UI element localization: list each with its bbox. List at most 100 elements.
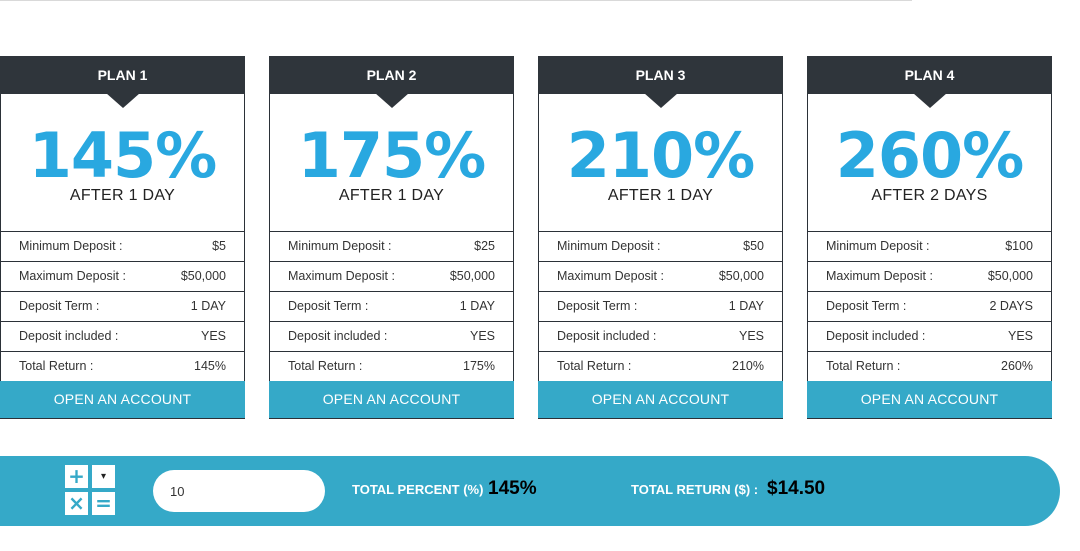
row-label: Maximum Deposit :: [288, 269, 395, 283]
row-label: Total Return :: [557, 359, 632, 373]
row-maximum-deposit: Maximum Deposit : $50,000: [539, 262, 782, 292]
row-total-return: Total Return : 175%: [270, 352, 513, 382]
row-value: 145%: [194, 359, 226, 373]
row-value: 260%: [1001, 359, 1033, 373]
row-deposit-included: Deposit included : YES: [808, 322, 1051, 352]
plan-details: Minimum Deposit : $50 Maximum Deposit : $5…: [539, 231, 782, 382]
plan-duration: AFTER 1 DAY: [607, 187, 714, 204]
row-value: YES: [469, 329, 495, 343]
plan-header: PLAN 3: [538, 56, 783, 108]
plan-percent: 210%: [566, 119, 756, 192]
plan-percent: 260%: [835, 119, 1025, 192]
row-deposit-included: Deposit included : YES: [270, 322, 513, 352]
row-value: 1 DAY: [459, 299, 495, 313]
total-return-value: $14.50: [767, 478, 826, 499]
row-maximum-deposit: Maximum Deposit : $50,000: [1, 262, 244, 292]
plans-container: PLAN 1 145% AFTER 1 DAY Minimum Deposit …: [0, 56, 1080, 419]
row-minimum-deposit: Minimum Deposit : $50: [539, 232, 782, 262]
row-minimum-deposit: Minimum Deposit : $25: [270, 232, 513, 262]
plan-duration: AFTER 2 DAYS: [871, 187, 988, 204]
row-label: Minimum Deposit :: [19, 239, 123, 253]
plan-details: Minimum Deposit : $25 Maximum Deposit : $5…: [270, 231, 513, 382]
row-value: $5: [212, 239, 226, 253]
total-percent-value: 145%: [488, 478, 537, 499]
total-return-label: TOTAL RETURN ($) :: [631, 482, 759, 497]
plan-duration: AFTER 1 DAY: [338, 187, 445, 204]
row-label: Deposit Term :: [826, 299, 907, 313]
row-total-return: Total Return : 210%: [539, 352, 782, 382]
plan-title: PLAN 4: [904, 67, 955, 83]
row-label: Minimum Deposit :: [826, 239, 930, 253]
row-value: 1 DAY: [728, 299, 764, 313]
row-label: Maximum Deposit :: [826, 269, 933, 283]
profit-calculator-bar: + ▾ × = TOTAL PERCENT (%) 145% TOTAL RET…: [0, 456, 1060, 526]
open-account-button[interactable]: OPEN AN ACCOUNT: [538, 381, 783, 418]
header-pointer: [374, 93, 409, 108]
row-minimum-deposit: Minimum Deposit : $100: [808, 232, 1051, 262]
row-value: YES: [1007, 329, 1033, 343]
header-pointer: [643, 93, 678, 108]
row-value: $25: [474, 239, 495, 253]
plan-card-3: PLAN 3 210% AFTER 1 DAY Minimum Deposit …: [538, 56, 783, 419]
row-value: YES: [738, 329, 764, 343]
row-value: 1 DAY: [190, 299, 226, 313]
row-deposit-term: Deposit Term : 2 DAYS: [808, 292, 1051, 322]
row-value: $50,000: [987, 269, 1033, 283]
plan-details: Minimum Deposit : $5 Maximum Deposit : $50…: [1, 231, 244, 382]
row-value: $50,000: [180, 269, 226, 283]
plus-icon: +: [65, 465, 88, 488]
row-deposit-term: Deposit Term : 1 DAY: [1, 292, 244, 322]
row-maximum-deposit: Maximum Deposit : $50,000: [808, 262, 1051, 292]
row-value: YES: [200, 329, 226, 343]
row-label: Deposit included :: [19, 329, 119, 343]
row-label: Deposit included :: [557, 329, 657, 343]
plan-header: PLAN 4: [807, 56, 1052, 108]
plan-percent: 175%: [297, 119, 487, 192]
equals-icon: =: [92, 492, 115, 515]
row-label: Total Return :: [288, 359, 363, 373]
row-total-return: Total Return : 260%: [808, 352, 1051, 382]
row-label: Total Return :: [19, 359, 94, 373]
total-percent-label: TOTAL PERCENT (%): [352, 482, 484, 497]
plan-card-4: PLAN 4 260% AFTER 2 DAYS Minimum Deposit…: [807, 56, 1052, 419]
row-deposit-term: Deposit Term : 1 DAY: [270, 292, 513, 322]
row-value: 175%: [463, 359, 495, 373]
plan-title: PLAN 3: [635, 67, 686, 83]
plan-details: Minimum Deposit : $100 Maximum Deposit : $…: [808, 231, 1051, 382]
row-value: $100: [1005, 239, 1033, 253]
row-label: Deposit Term :: [557, 299, 638, 313]
multiply-icon: ×: [65, 492, 88, 515]
row-minimum-deposit: Minimum Deposit : $5: [1, 232, 244, 262]
header-pointer: [912, 93, 947, 108]
row-label: Deposit included :: [288, 329, 388, 343]
row-deposit-included: Deposit included : YES: [1, 322, 244, 352]
row-label: Minimum Deposit :: [288, 239, 392, 253]
calculator-icon: + ▾ × =: [65, 465, 117, 517]
plan-title: PLAN 2: [366, 67, 417, 83]
row-label: Minimum Deposit :: [557, 239, 661, 253]
top-divider: [0, 0, 912, 1]
deposit-amount-input[interactable]: [153, 470, 325, 512]
row-value: $50,000: [449, 269, 495, 283]
plan-header: PLAN 2: [269, 56, 514, 108]
row-value: 2 DAYS: [989, 299, 1033, 313]
row-deposit-term: Deposit Term : 1 DAY: [539, 292, 782, 322]
row-label: Deposit Term :: [19, 299, 100, 313]
row-value: $50,000: [718, 269, 764, 283]
open-account-button[interactable]: OPEN AN ACCOUNT: [0, 381, 245, 418]
row-label: Deposit Term :: [288, 299, 369, 313]
row-label: Maximum Deposit :: [557, 269, 664, 283]
row-total-return: Total Return : 145%: [1, 352, 244, 382]
dropdown-arrow-icon: ▾: [92, 465, 115, 488]
row-maximum-deposit: Maximum Deposit : $50,000: [270, 262, 513, 292]
row-value: 210%: [732, 359, 764, 373]
open-account-button[interactable]: OPEN AN ACCOUNT: [807, 381, 1052, 418]
row-value: $50: [743, 239, 764, 253]
open-account-button[interactable]: OPEN AN ACCOUNT: [269, 381, 514, 418]
row-deposit-included: Deposit included : YES: [539, 322, 782, 352]
header-pointer: [105, 93, 140, 108]
plan-percent: 145%: [28, 119, 218, 192]
plan-card-2: PLAN 2 175% AFTER 1 DAY Minimum Deposit …: [269, 56, 514, 419]
row-label: Total Return :: [826, 359, 901, 373]
plan-title: PLAN 1: [97, 67, 148, 83]
